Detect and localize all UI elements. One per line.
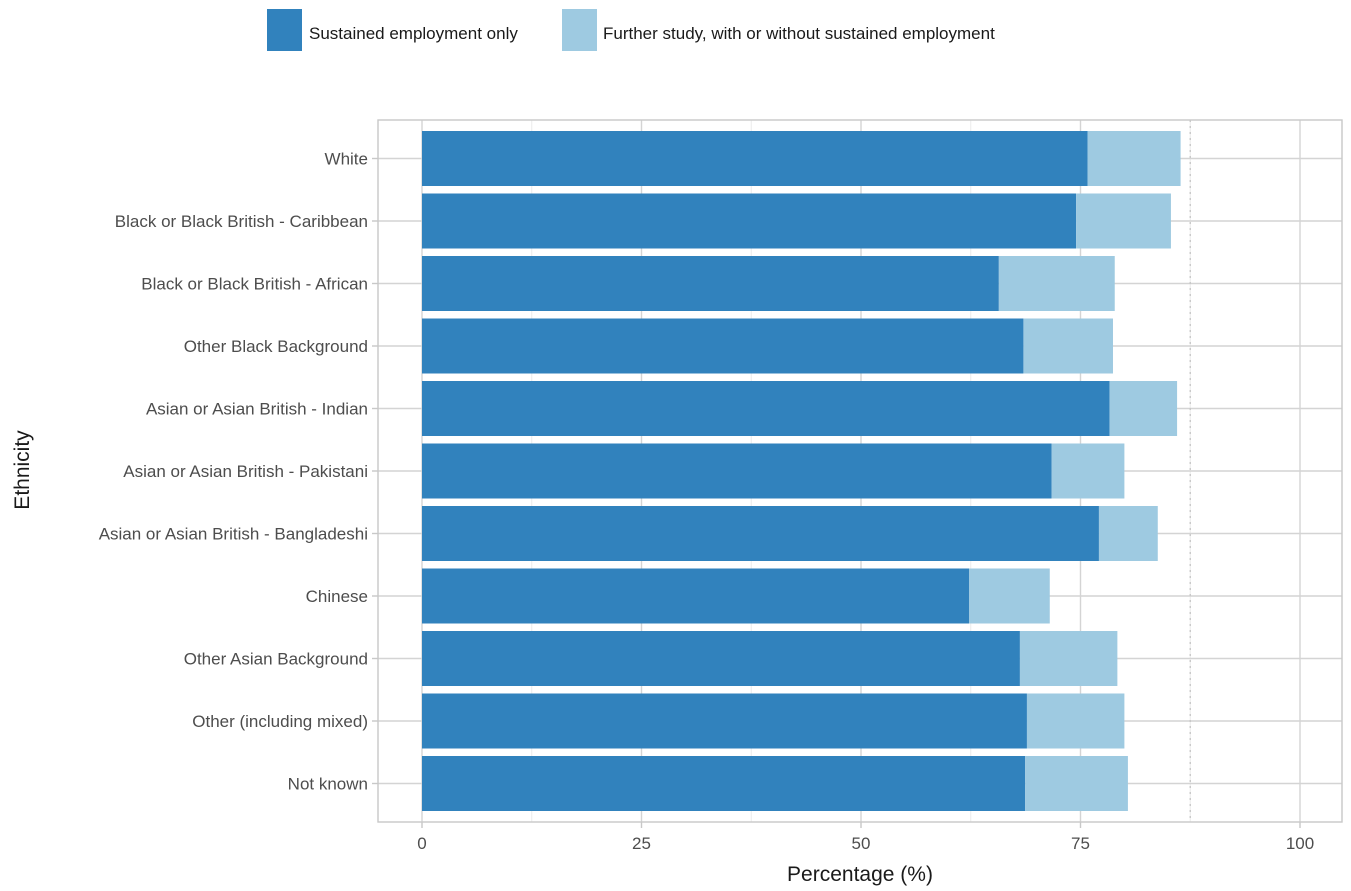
bar-sustained-employment	[422, 506, 1099, 561]
x-axis-title: Percentage (%)	[787, 863, 933, 886]
legend-swatch	[562, 9, 597, 51]
legend-swatch	[267, 9, 302, 51]
bar-further-study	[1076, 193, 1171, 249]
x-tick-label: 75	[1071, 834, 1090, 853]
bar-further-study	[1087, 131, 1181, 186]
bar-further-study	[968, 568, 1050, 624]
y-tick-label: Asian or Asian British - Bangladeshi	[99, 525, 368, 544]
bar-further-study	[1051, 443, 1125, 499]
bar-sustained-employment	[422, 756, 1026, 811]
y-tick-label: Not known	[288, 775, 368, 794]
bars	[422, 131, 1181, 811]
y-tick-label: Asian or Asian British - Indian	[146, 400, 368, 419]
bar-further-study	[1023, 318, 1113, 374]
legend-label: Sustained employment only	[309, 24, 518, 43]
bar-further-study	[1109, 381, 1178, 436]
x-tick-label: 25	[632, 834, 651, 853]
y-tick-label: Other Asian Background	[184, 650, 368, 669]
y-tick-label: Chinese	[306, 587, 368, 606]
axes: 0 25 50 75 100 White Black or Black British - …	[99, 119, 1343, 853]
bar-further-study	[1025, 756, 1128, 811]
bar-sustained-employment	[422, 381, 1110, 436]
legend: Sustained employment only Further study, …	[267, 9, 995, 51]
legend-label: Further study, with or without sustained…	[603, 24, 995, 43]
x-tick-label: 50	[852, 834, 871, 853]
x-tick-label: 100	[1286, 834, 1314, 853]
y-tick-label: Black or Black British - Caribbean	[115, 212, 368, 231]
bar-further-study	[1026, 693, 1125, 749]
bar-sustained-employment	[422, 256, 999, 311]
bar-sustained-employment	[422, 443, 1052, 499]
bar-further-study	[1019, 631, 1118, 686]
legend-item-sustained-employment: Sustained employment only	[267, 9, 518, 51]
bar-sustained-employment	[422, 568, 969, 624]
y-tick-label: Black or Black British - African	[141, 275, 368, 294]
y-axis-title: Ethnicity	[11, 430, 34, 510]
y-tick-label: Asian or Asian British - Pakistani	[123, 462, 368, 481]
bar-further-study	[1098, 506, 1158, 561]
legend-item-further-study: Further study, with or without sustained…	[562, 9, 995, 51]
bar-sustained-employment	[422, 318, 1024, 374]
y-tick-label: White	[325, 150, 368, 169]
y-tick-label: Other (including mixed)	[192, 712, 368, 731]
bar-sustained-employment	[422, 693, 1027, 749]
bar-sustained-employment	[422, 193, 1077, 249]
bar-sustained-employment	[422, 631, 1020, 686]
bar-sustained-employment	[422, 131, 1088, 186]
bar-further-study	[998, 256, 1115, 311]
x-tick-label: 0	[417, 834, 426, 853]
y-tick-label: Other Black Background	[184, 337, 368, 356]
